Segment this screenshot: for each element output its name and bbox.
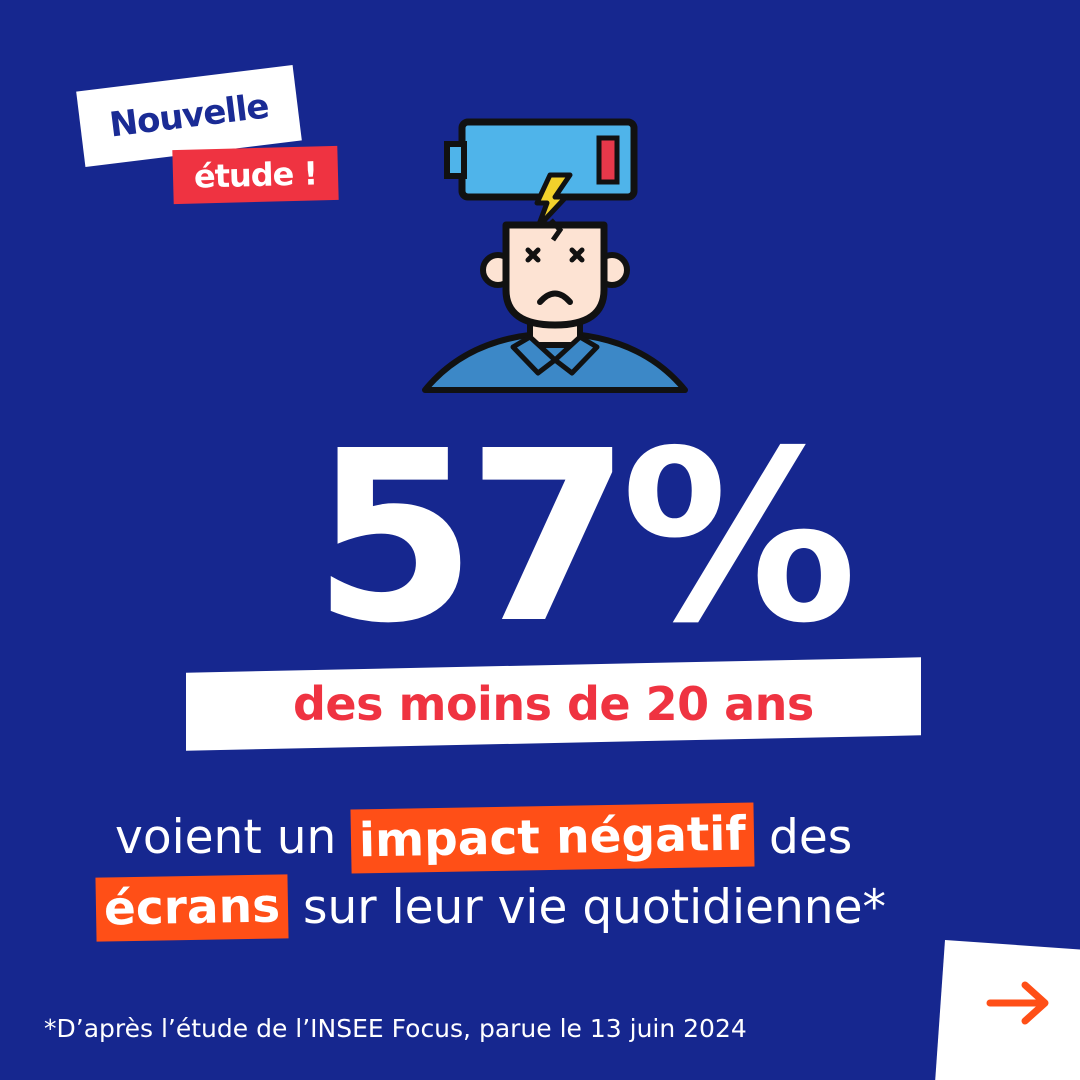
badge-etude: étude ! [172,145,339,205]
highlight-ecrans: écrans [95,874,289,942]
statement-line-1: voient un impact négatif des [115,802,853,874]
badge-etude-text: étude ! [193,154,318,196]
tired-person-low-battery-icon [422,118,688,393]
subtitle-text: des moins de 20 ans [293,677,814,731]
arrow-right-icon[interactable] [985,978,1055,1028]
highlight-impact-negatif: impact négatif [350,802,755,874]
subtitle-band: des moins de 20 ans [186,657,921,751]
statement-line-1-after: des [769,810,853,865]
statement-line-2: écrans sur leur vie quotidienne* [95,874,886,942]
badge-nouvelle-text: Nouvelle [107,86,271,146]
statement-line-1-before: voient un [115,810,337,865]
statement-line-2-after: sur leur vie quotidienne* [303,880,886,935]
big-percentage: 57% [312,400,858,675]
source-footnote: *D’après l’étude de l’INSEE Focus, parue… [44,1014,747,1043]
